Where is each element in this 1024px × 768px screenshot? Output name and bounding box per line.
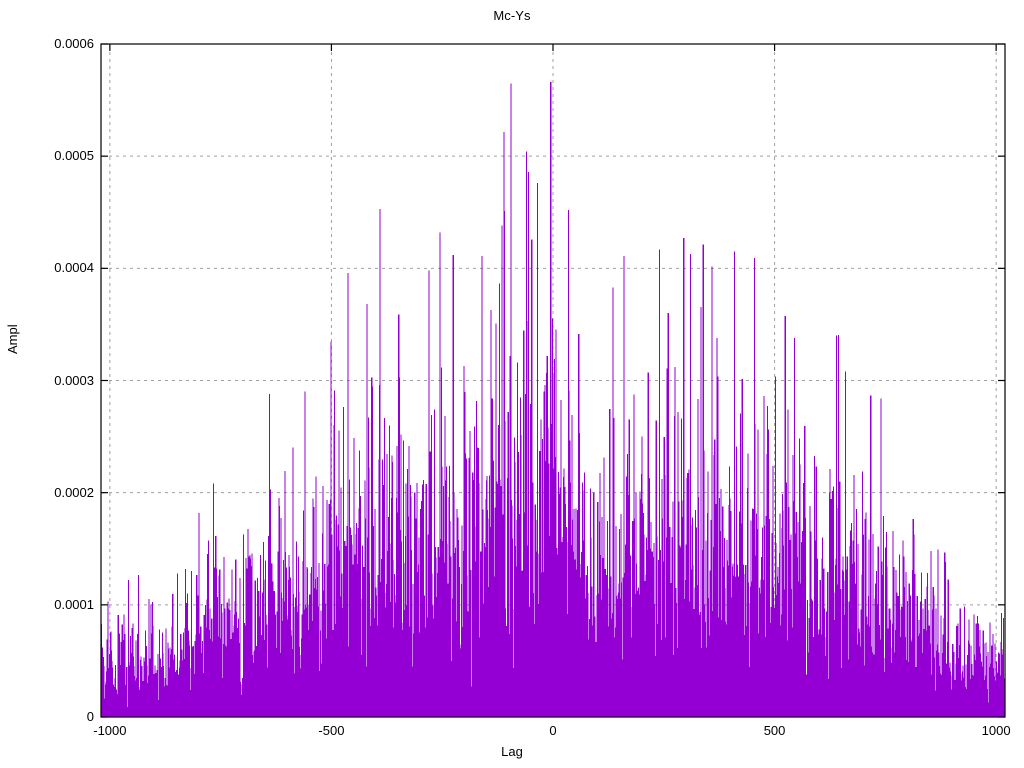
impulse-series [100, 82, 1006, 717]
y-tick-1: 0.0001 [20, 598, 94, 611]
x-tick-4: 1000 [936, 722, 1024, 740]
x-tick-label: -1000 [93, 723, 127, 738]
y-axis-label: Ampl [5, 324, 20, 354]
y-tick-5: 0.0005 [20, 149, 94, 162]
y-tick-label: 0.0005 [54, 148, 94, 164]
x-axis-label: Lag [501, 744, 523, 759]
y-tick-label: 0.0001 [54, 596, 94, 612]
x-tick-3: 500 [715, 722, 835, 740]
y-tick-2: 0.0002 [20, 486, 94, 499]
y-tick-label: 0.0004 [54, 260, 94, 276]
plot-border [100, 43, 1006, 718]
y-tick-label: 0.0006 [54, 36, 94, 51]
y-tick-label: 0.0002 [54, 484, 94, 500]
y-tick-6: 0.0006 [20, 37, 94, 50]
x-tick-label: 500 [763, 723, 786, 738]
y-tick-4: 0.0004 [20, 261, 94, 274]
y-tick-label: 0 [86, 709, 94, 724]
y-tick-0: 0 [20, 710, 94, 723]
chart-title: Mc-Ys [493, 8, 531, 23]
x-tick-label: 1000 [981, 723, 1011, 738]
x-tick-1: -500 [271, 722, 391, 740]
x-tick-2: 0 [493, 722, 613, 740]
y-tick-3: 0.0003 [20, 374, 94, 387]
x-tick-0: -1000 [50, 722, 170, 740]
y-tick-label: 0.0003 [54, 372, 94, 388]
x-tick-label: 0 [549, 723, 557, 738]
x-tick-label: -500 [318, 723, 345, 738]
